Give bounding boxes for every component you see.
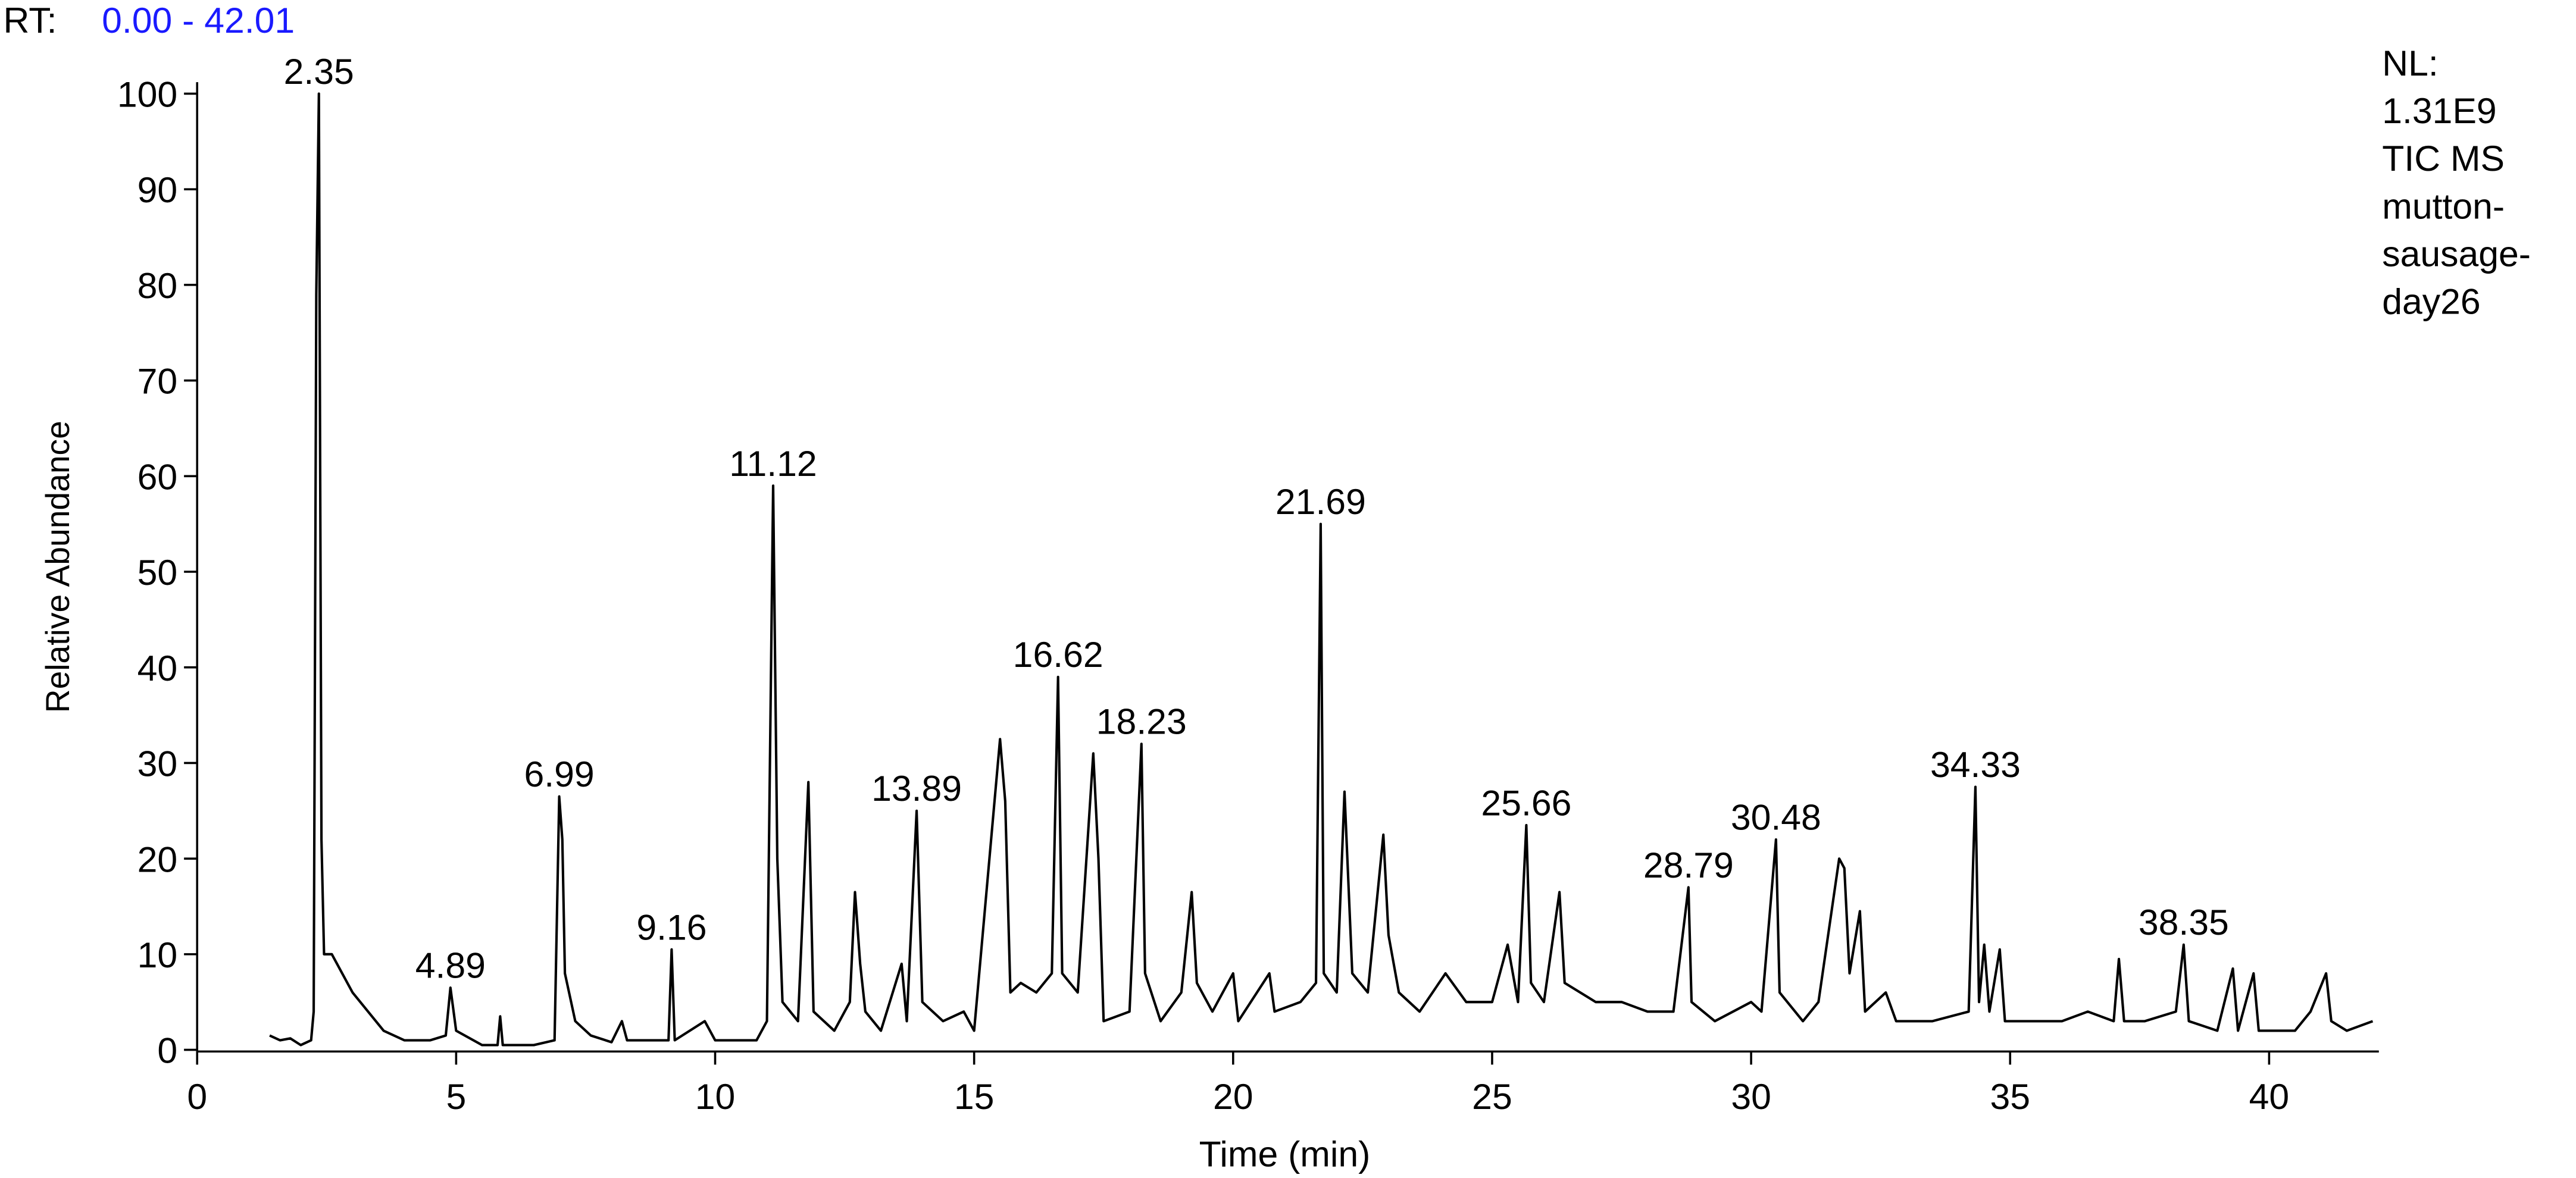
trace [269,92,2374,1047]
peak-label: 2.35 [284,51,354,92]
info-line: TIC MS [2382,138,2505,178]
peak-label: 18.23 [1096,701,1187,742]
range-text: 0.00 - 42.01 [102,0,295,40]
x-tick-label: 25 [1472,1076,1512,1117]
y-tick-label: 80 [137,265,178,306]
x-tick-label: 5 [446,1076,466,1117]
info-line: 1.31E9 [2382,90,2496,131]
y-tick-label: 30 [137,744,178,784]
peak-label: 28.79 [1643,845,1734,885]
y-tick-label: 0 [157,1030,177,1071]
y-tick-label: 60 [137,456,178,497]
y-tick-label: 90 [137,170,178,210]
peak-label: 21.69 [1276,481,1366,522]
x-tick-label: 35 [1990,1076,2030,1117]
peak-label: 25.66 [1481,782,1571,823]
peak-label: 13.89 [871,768,962,809]
y-tick-label: 50 [137,552,178,593]
range-prefix: RT: [4,0,57,40]
y-tick-label: 10 [137,935,178,975]
x-tick-label: 15 [954,1076,995,1117]
x-axis-label: Time (min) [1199,1134,1371,1174]
info-line: day26 [2382,281,2480,321]
y-tick-label: 70 [137,361,178,402]
peak-label: 6.99 [524,754,594,794]
info-line: mutton- [2382,186,2505,226]
peak-label: 11.12 [729,443,817,484]
x-tick-label: 10 [695,1076,736,1117]
x-tick-label: 40 [2249,1076,2290,1117]
y-axis-label: Relative Abundance [39,421,76,713]
x-tick-label: 20 [1213,1076,1253,1117]
peak-label: 16.62 [1013,634,1103,675]
y-tick-label: 20 [137,839,178,879]
y-tick-label: 40 [137,648,178,688]
info-line: sausage- [2382,233,2531,274]
peak-label: 9.16 [636,907,706,947]
peak-label: 30.48 [1731,797,1821,837]
x-tick-label: 0 [187,1076,207,1117]
x-tick-label: 30 [1731,1076,1771,1117]
y-tick-label: 100 [117,74,177,114]
info-line: NL: [2382,43,2438,83]
peak-label: 4.89 [415,945,486,986]
peak-label: 34.33 [1930,744,2021,785]
peak-label: 38.35 [2139,902,2229,942]
